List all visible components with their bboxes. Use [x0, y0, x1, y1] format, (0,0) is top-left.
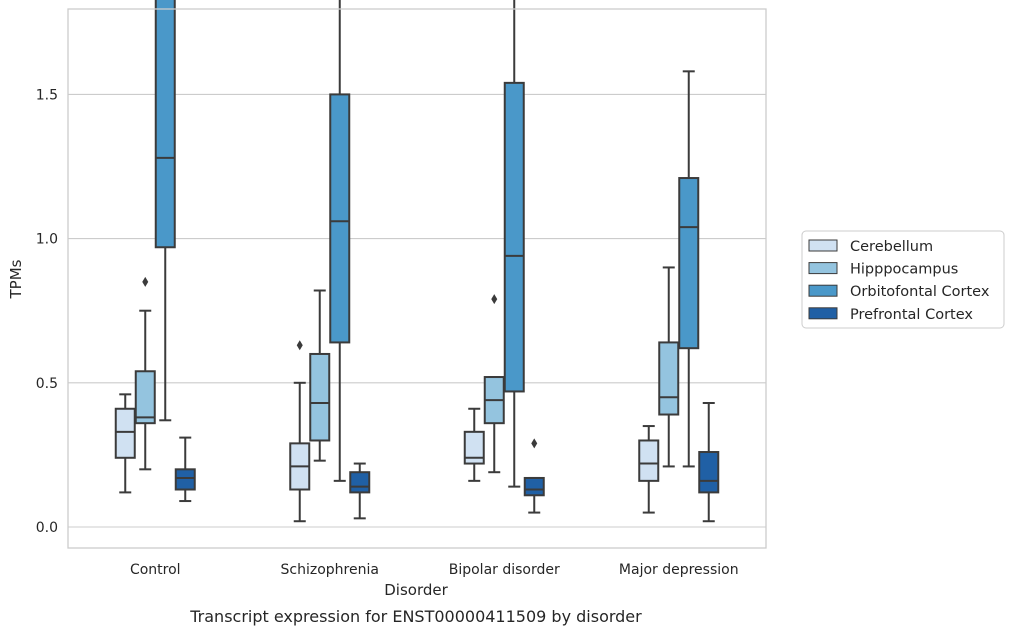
y-tick-label: 1.0 [36, 232, 58, 248]
legend-label: Hipppocampus [850, 262, 958, 278]
box-plot [678, 70, 700, 468]
y-axis-title: TPMs [7, 259, 25, 299]
box-plot [154, 0, 176, 422]
box-series [114, 0, 720, 523]
y-axis-ticks: 0.00.51.01.52.02.53.03.5 [36, 87, 58, 536]
outlier-marker [531, 438, 538, 449]
box-body [154, 0, 176, 249]
legend-swatch [808, 239, 838, 252]
box-plot [523, 438, 545, 514]
box-body [174, 468, 196, 491]
box-plot [638, 425, 660, 514]
series-orbitofontal-cortex [154, 0, 700, 488]
box-plot [483, 294, 505, 474]
series-cerebellum [114, 340, 660, 523]
box-plot [134, 276, 156, 471]
grid-lines [68, 93, 766, 528]
box-body [349, 471, 371, 494]
x-axis-ticks: Control Schizophrenia Bipolar disorder Majo… [130, 562, 739, 578]
x-tick-label: Major depression [619, 562, 739, 578]
box-plot [329, 0, 351, 482]
box-plot [698, 401, 720, 523]
series-prefrontal-cortex [174, 401, 720, 523]
box-body [638, 439, 660, 482]
box-body [658, 341, 680, 416]
box-body [698, 451, 720, 494]
outlier-marker [491, 294, 498, 305]
box-plot [114, 393, 136, 494]
box-body [503, 81, 525, 393]
box-body [114, 407, 136, 459]
box-plot [658, 266, 680, 468]
box-body [134, 370, 156, 425]
x-axis-title: Disorder [384, 581, 448, 599]
box-plot [309, 289, 331, 462]
box-plot [349, 462, 371, 520]
legend-label: Cerebellum [850, 239, 933, 255]
y-tick-label: 0.0 [36, 520, 58, 536]
x-tick-label: Bipolar disorder [449, 562, 560, 578]
chart-caption: Transcript expression for ENST0000041150… [189, 607, 642, 626]
box-body [523, 476, 545, 497]
x-tick-label: Schizophrenia [281, 562, 379, 578]
plot-frame [67, 8, 767, 549]
legend-frame [801, 230, 1005, 329]
legend-swatch [808, 284, 838, 297]
box-body [309, 352, 331, 442]
box-plot [463, 407, 485, 482]
box-plot [289, 340, 311, 523]
legend: Cerebellum Hipppocampus Orbitofontal Corte… [801, 230, 1005, 329]
x-tick-label: Control [130, 562, 181, 578]
box-plot [503, 0, 525, 488]
box-body [329, 93, 351, 344]
box-body [678, 177, 700, 350]
box-plot [174, 436, 196, 503]
legend-label: Orbitofontal Cortex [850, 284, 990, 300]
legend-swatch [808, 262, 838, 275]
y-tick-label: 1.5 [36, 87, 58, 103]
legend-label: Prefrontal Cortex [850, 307, 973, 323]
box-body [463, 430, 485, 465]
series-hipppocampus [134, 266, 680, 474]
outlier-marker [296, 340, 303, 351]
y-tick-label: 0.5 [36, 376, 58, 392]
legend-swatch [808, 307, 838, 320]
outlier-marker [142, 276, 149, 287]
